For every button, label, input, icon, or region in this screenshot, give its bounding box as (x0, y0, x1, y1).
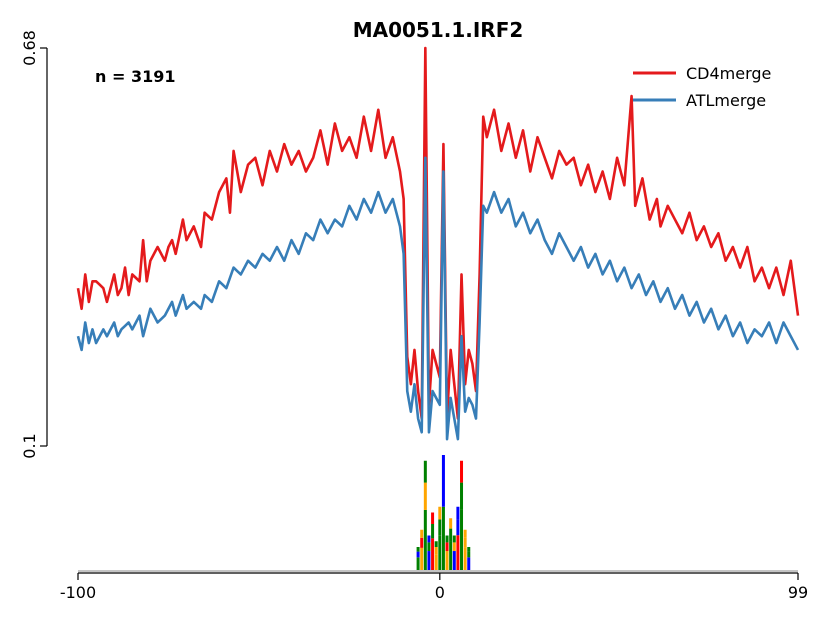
motif-letter (416, 551, 420, 558)
motif-letter (452, 551, 456, 570)
y-tick-label: 0.68 (20, 30, 39, 66)
motif-letter (441, 506, 445, 570)
motif-letter (463, 537, 467, 548)
motif-letter (452, 535, 456, 543)
motif-letter (431, 538, 435, 570)
motif-letter (427, 542, 431, 552)
motif-letter (463, 529, 467, 538)
legend: CD4merge ATLmerge (633, 64, 771, 110)
x-axis: -100 0 99 (60, 572, 808, 602)
motif-letter (467, 557, 471, 570)
sample-count-label: n = 3191 (95, 67, 175, 86)
motif-letter (427, 535, 431, 543)
motif-letter (420, 537, 424, 548)
motif-letter (449, 528, 453, 542)
motif-letter (420, 529, 424, 538)
y-axis: 0.1 0.68 (20, 30, 48, 459)
series-lines (76, 46, 800, 441)
x-tick-label: 99 (788, 583, 808, 602)
motif-letter (438, 519, 442, 536)
motif-letter (434, 547, 438, 555)
x-tick-label: -100 (60, 583, 96, 602)
motif-letter (452, 542, 456, 552)
motif-letter (449, 518, 453, 529)
motif-letter (416, 547, 420, 552)
motif-letter (463, 547, 467, 570)
motif-letter (434, 554, 438, 570)
motif-letter (441, 478, 445, 507)
motif-letter (438, 506, 442, 520)
motif-letter (427, 551, 431, 570)
series-line-cd4merge (76, 46, 800, 420)
series-line-atlmerge (76, 156, 800, 441)
x-tick-label: 0 (435, 583, 445, 602)
motif-letter (449, 541, 453, 570)
motif-letter (456, 535, 460, 570)
motif-letter (456, 506, 460, 520)
motif-letter (438, 535, 442, 570)
legend-label: CD4merge (686, 64, 771, 83)
motif-letter (445, 535, 449, 543)
motif-letter (431, 524, 435, 539)
chart-title: MA0051.1.IRF2 (353, 18, 524, 42)
motif-letter (423, 460, 427, 483)
motif-letter (467, 551, 471, 558)
legend-label: ATLmerge (686, 91, 766, 110)
motif-letter (423, 482, 427, 510)
motif-letter (460, 460, 464, 483)
motif-letter (467, 547, 471, 552)
motif-letter (441, 455, 445, 478)
motif-letter (460, 509, 464, 570)
motif-letter (445, 551, 449, 570)
motif-logo (78, 455, 798, 572)
motif-letter (456, 519, 460, 536)
motif-letter (460, 482, 464, 510)
motif-letter (434, 541, 438, 547)
motif-letter (445, 542, 449, 552)
motif-letter (431, 512, 435, 524)
y-tick-label: 0.1 (20, 433, 39, 458)
motif-letter (420, 547, 424, 570)
motif-letter (423, 509, 427, 570)
motif-letter (416, 557, 420, 570)
